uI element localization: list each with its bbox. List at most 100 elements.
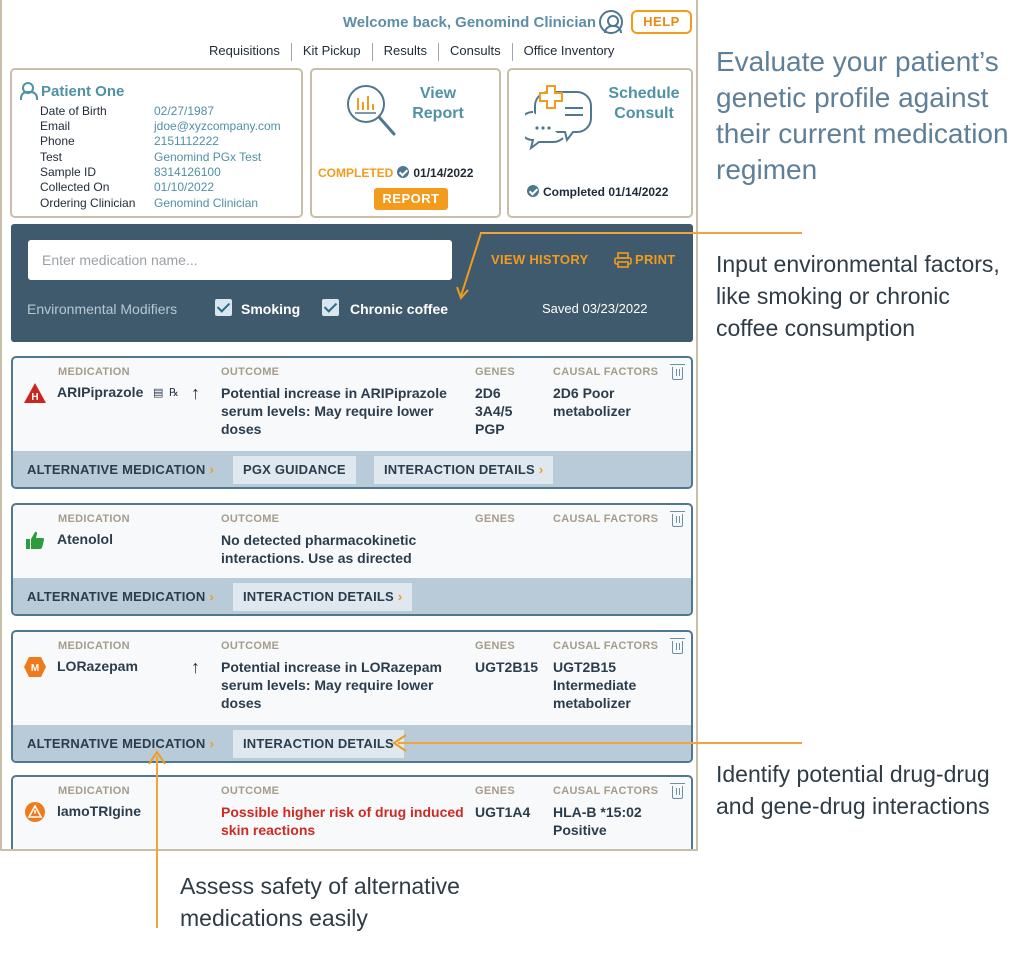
- title-line: Consult: [614, 105, 674, 122]
- trash-icon[interactable]: [670, 783, 685, 799]
- medication-outcome: No detected pharmacokinetic interactions…: [221, 532, 417, 566]
- status-date: 01/14/2022: [413, 166, 474, 180]
- hex-badge-icon: M: [24, 657, 46, 677]
- trash-icon[interactable]: [670, 638, 685, 654]
- tab-label: INTERACTION DETAILS: [243, 736, 394, 751]
- printer-icon[interactable]: [614, 252, 632, 268]
- col-causal: CAUSAL FACTORS: [553, 785, 659, 797]
- tab-alternative-medication[interactable]: ALTERNATIVE MEDICATION ›: [17, 730, 224, 758]
- app-window: Welcome back, Genomind Clinician HELP Re…: [0, 0, 698, 851]
- hex-badge-icon: H: [24, 383, 46, 403]
- nav-office-inventory[interactable]: Office Inventory: [523, 43, 615, 58]
- chevron-right-icon: ›: [538, 462, 544, 477]
- medication-tab-bar: ALTERNATIVE MEDICATION › INTERACTION DETA…: [13, 578, 691, 614]
- col-genes: GENES: [475, 366, 516, 378]
- check-icon: [527, 185, 539, 197]
- consult-bubble-icon: [525, 85, 592, 151]
- schedule-consult-card[interactable]: Schedule Consult Completed 01/14/2022: [507, 68, 693, 218]
- callout-arrow: [392, 734, 407, 752]
- warning-icon: [25, 802, 45, 822]
- tab-label: INTERACTION DETAILS: [384, 462, 535, 477]
- field-label: Date of Birth: [40, 104, 107, 118]
- medication-causal-factors: UGT2B15 Intermediate metabolizer: [553, 659, 637, 711]
- view-report-title[interactable]: View Report: [410, 84, 466, 124]
- tab-pgx-guidance[interactable]: PGX GUIDANCE: [233, 456, 356, 484]
- medication-name: Atenolol: [57, 531, 113, 547]
- callout-identify: Identify potential drug-drug and gene-dr…: [716, 761, 990, 819]
- col-medication: MEDICATION: [58, 366, 130, 378]
- field-value: 02/27/1987: [154, 104, 215, 118]
- callout-line: [480, 232, 802, 234]
- nav-kit-pickup[interactable]: Kit Pickup: [292, 43, 373, 61]
- tab-label: PGX GUIDANCE: [243, 462, 346, 477]
- view-report-card[interactable]: View Report COMPLETED 01/14/2022 REPORT: [310, 68, 501, 218]
- gene: 3A4/5: [475, 403, 513, 419]
- gene: UGT2B15: [475, 659, 539, 675]
- nav-requisitions[interactable]: Requisitions: [198, 43, 292, 61]
- medication-card-atenolol: MEDICATION OUTCOME GENES CAUSAL FACTORS …: [11, 503, 693, 616]
- nav-consults[interactable]: Consults: [439, 43, 513, 61]
- field-value: Genomind Clinician: [154, 196, 259, 210]
- col-causal: CAUSAL FACTORS: [553, 366, 659, 378]
- document-icon: ▤: [153, 387, 164, 399]
- col-genes: GENES: [475, 785, 516, 797]
- chevron-right-icon: ›: [397, 589, 403, 604]
- patient-card: Patient One Date of Birth 02/27/1987 Ema…: [10, 68, 303, 218]
- title-line: Schedule: [608, 85, 680, 102]
- callout-environmental: Input environmental factors, like smokin…: [716, 251, 1000, 341]
- thumbs-up-icon: [26, 531, 44, 549]
- medication-card-aripiprazole: MEDICATION OUTCOME GENES CAUSAL FACTORS …: [11, 356, 693, 489]
- gene: 2D6: [475, 385, 501, 401]
- check-icon: [397, 166, 410, 178]
- schedule-consult-title[interactable]: Schedule Consult: [601, 84, 687, 124]
- medication-search-panel: VIEW HISTORY PRINT Environmental Modifie…: [11, 224, 693, 342]
- field-value: Genomind PGx Test: [154, 150, 262, 164]
- smoking-checkbox[interactable]: [215, 299, 232, 316]
- welcome-text: Welcome back, Genomind Clinician: [342, 14, 596, 31]
- tab-alternative-medication[interactable]: ALTERNATIVE MEDICATION ›: [17, 456, 224, 484]
- trash-icon[interactable]: [670, 364, 685, 380]
- nav-results[interactable]: Results: [373, 43, 439, 61]
- arrow-up-icon: ↑: [191, 657, 200, 677]
- view-history-link[interactable]: VIEW HISTORY: [491, 252, 589, 267]
- medication-name: lamoTRIgine: [57, 803, 142, 819]
- report-button[interactable]: REPORT: [374, 188, 448, 210]
- field-value: 2151112222: [154, 134, 219, 148]
- saved-status: Saved 03/23/2022: [542, 301, 648, 316]
- top-nav: Requisitions Kit Pickup Results Consults…: [198, 43, 614, 61]
- medication-search-input[interactable]: [28, 240, 452, 280]
- col-medication: MEDICATION: [58, 640, 130, 652]
- medication-causal-factors: HLA-B *15:02 Positive: [553, 804, 642, 838]
- tab-label: INTERACTION DETAILS: [243, 589, 394, 604]
- callout-assess: Assess safety of alternative medications…: [180, 873, 460, 931]
- tab-label: ALTERNATIVE MEDICATION: [27, 589, 206, 604]
- medication-genes: UGT1A4: [475, 803, 545, 821]
- print-button[interactable]: PRINT: [635, 252, 676, 267]
- callout-line: [398, 742, 802, 744]
- col-genes: GENES: [475, 513, 516, 525]
- field-label: Sample ID: [40, 165, 97, 179]
- col-outcome: OUTCOME: [221, 366, 280, 378]
- patient-icon: [20, 82, 38, 100]
- chronic-coffee-checkbox[interactable]: [322, 299, 339, 316]
- medication-outcome: Possible higher risk of drug induced ski…: [221, 804, 464, 838]
- consult-status: Completed 01/14/2022: [523, 185, 668, 199]
- trash-icon[interactable]: [670, 511, 685, 527]
- report-status: COMPLETED 01/14/2022: [318, 166, 473, 180]
- tab-interaction-details[interactable]: INTERACTION DETAILS: [233, 730, 404, 758]
- tab-interaction-details[interactable]: INTERACTION DETAILS ›: [233, 583, 413, 611]
- medication-causal-factors: 2D6 Poor metabolizer: [553, 385, 631, 419]
- user-icon[interactable]: [599, 10, 623, 34]
- callout-line: [156, 756, 158, 928]
- tab-label: ALTERNATIVE MEDICATION: [27, 736, 206, 751]
- field-label: Test: [40, 150, 63, 164]
- field-value: jdoe@xyzcompany.com: [154, 119, 281, 133]
- field-value: 01/10/2022: [154, 180, 215, 194]
- tab-interaction-details[interactable]: INTERACTION DETAILS ›: [374, 456, 554, 484]
- medication-card-lorazepam: MEDICATION OUTCOME GENES CAUSAL FACTORS …: [11, 630, 693, 763]
- field-label: Collected On: [40, 180, 110, 194]
- gene: UGT1A4: [475, 804, 531, 820]
- help-button[interactable]: HELP: [631, 10, 692, 34]
- callout-arrow: [148, 750, 166, 765]
- tab-alternative-medication[interactable]: ALTERNATIVE MEDICATION ›: [17, 583, 224, 611]
